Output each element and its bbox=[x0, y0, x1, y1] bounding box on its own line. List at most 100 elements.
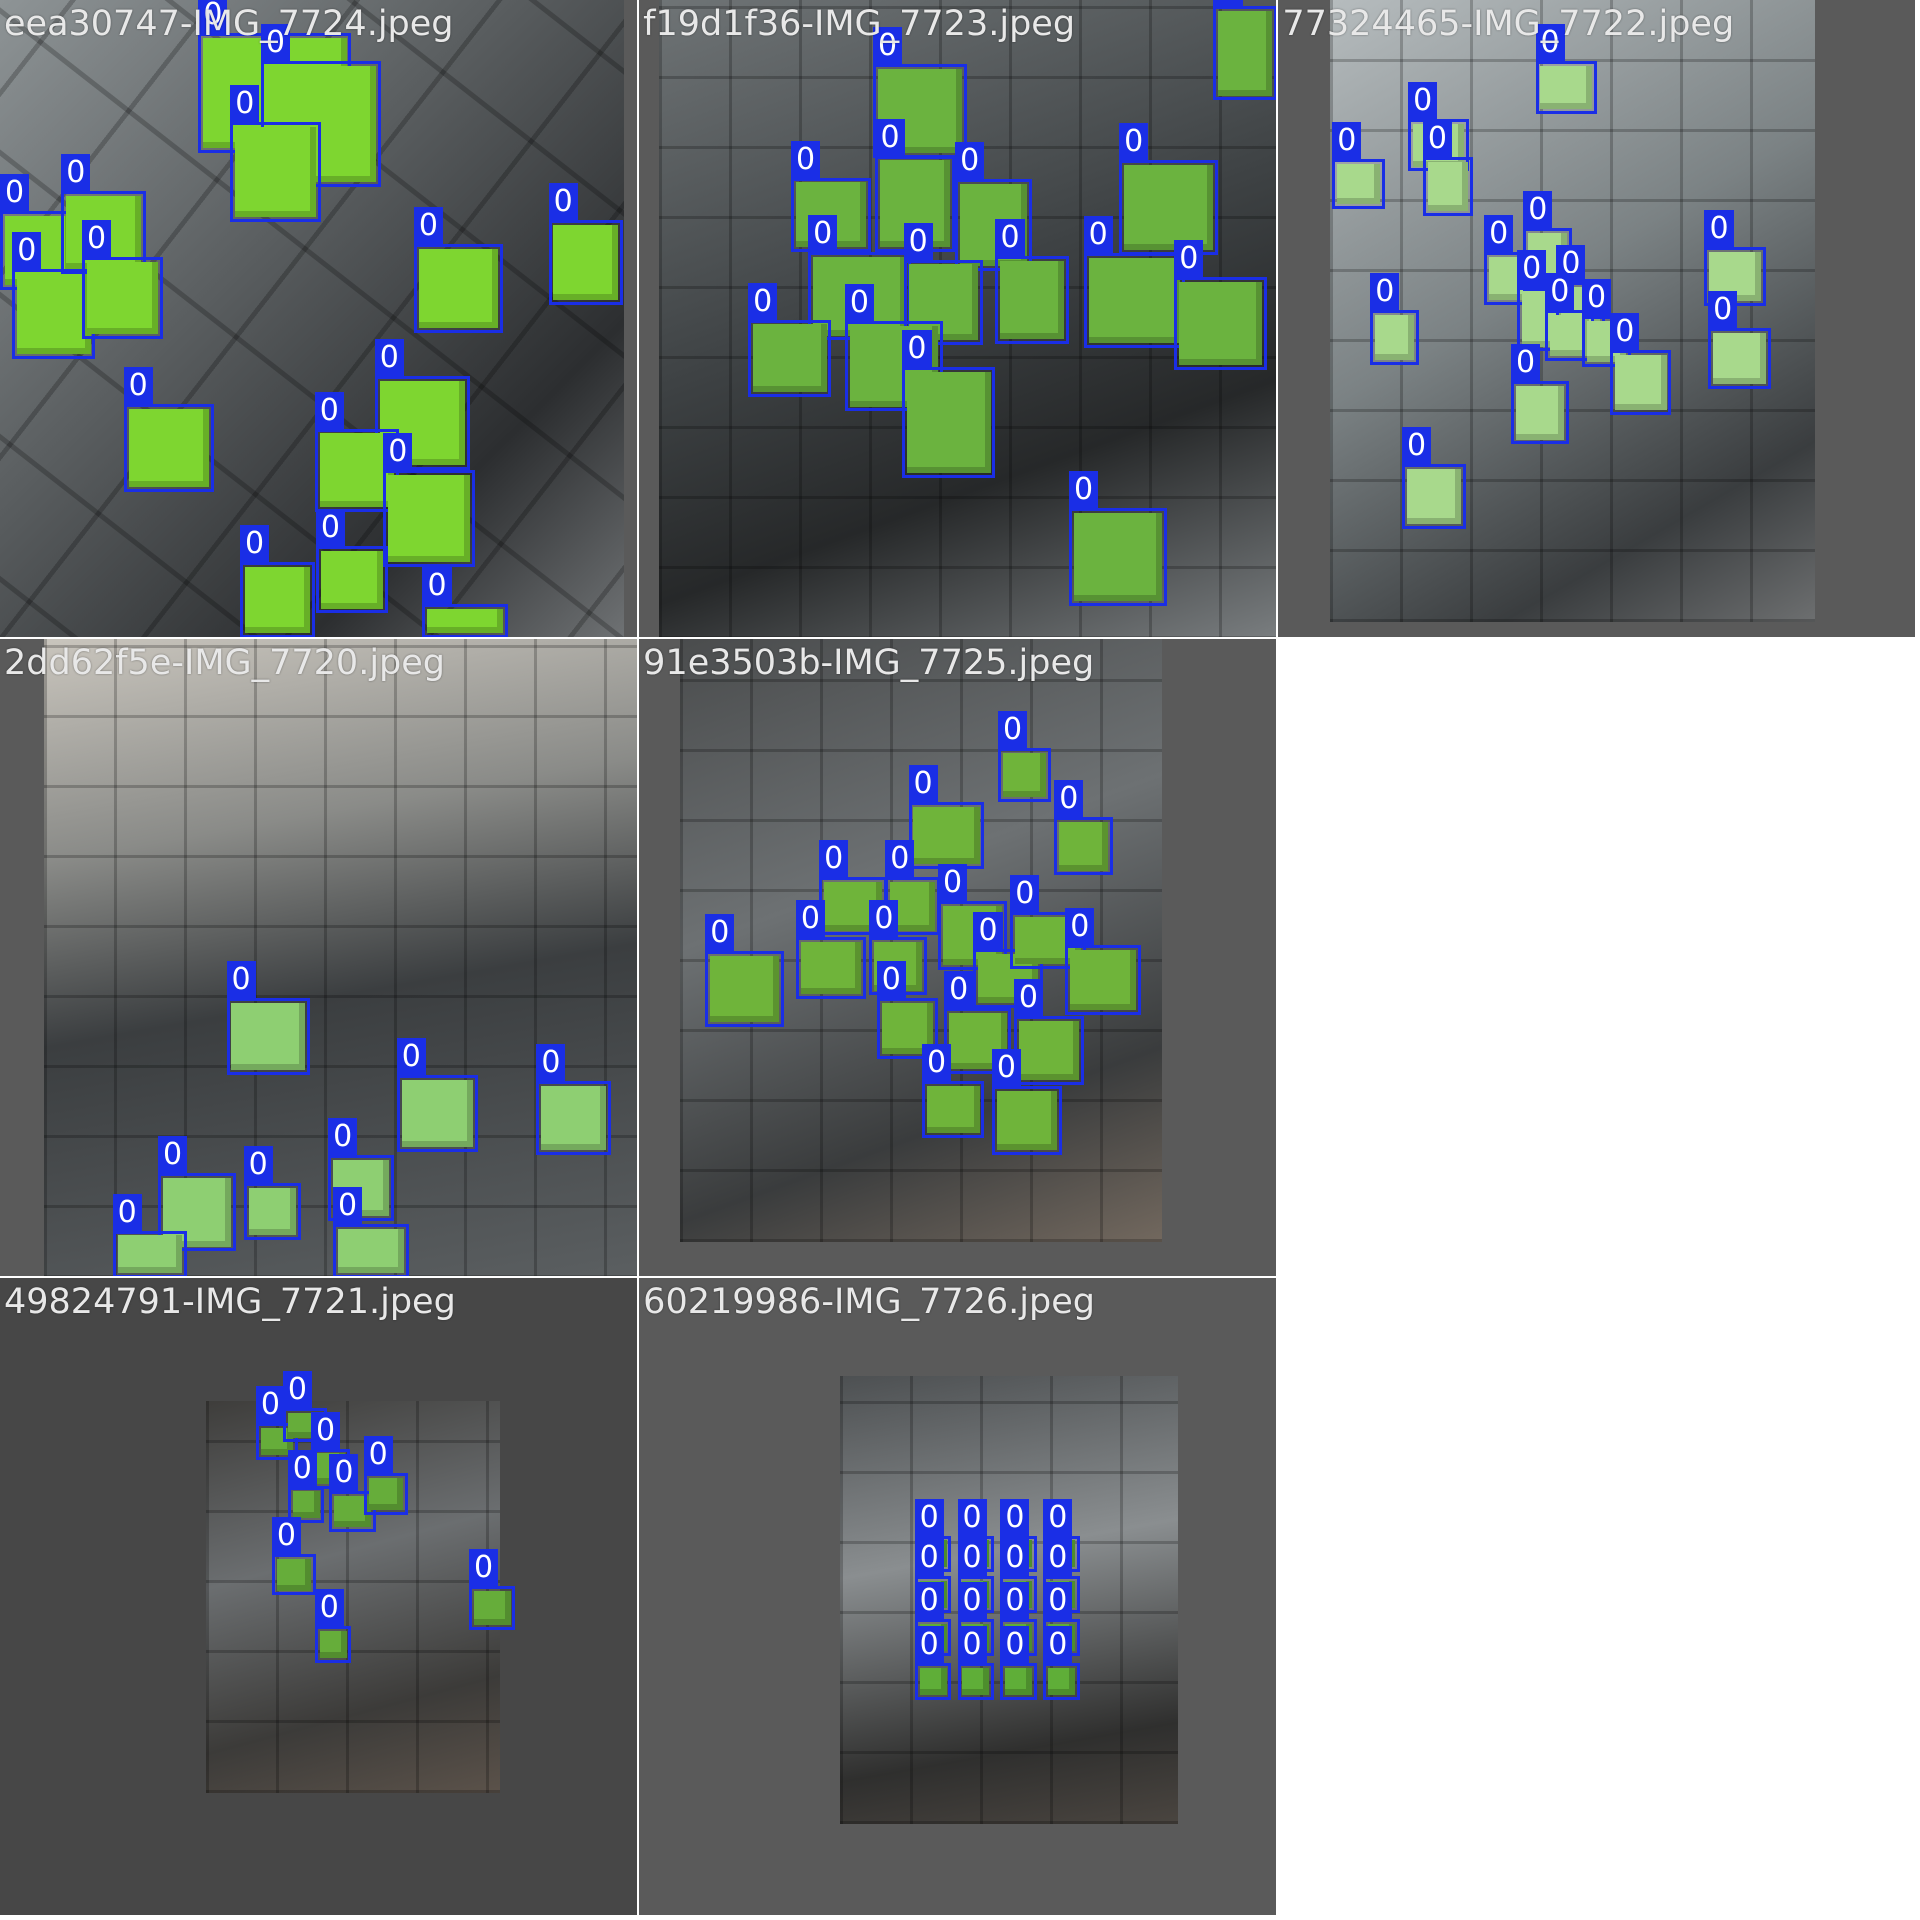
class-label: 0 bbox=[869, 899, 899, 937]
green-cube bbox=[117, 1235, 183, 1274]
class-label: 0 bbox=[957, 1498, 987, 1536]
class-label: 0 bbox=[808, 215, 838, 253]
class-label: 0 bbox=[1517, 249, 1547, 287]
class-label: 0 bbox=[413, 206, 443, 244]
detection-box: 0 bbox=[1511, 343, 1569, 445]
green-cube bbox=[1375, 314, 1415, 360]
green-cube bbox=[907, 372, 991, 473]
green-cube bbox=[128, 408, 210, 488]
class-label: 0 bbox=[260, 24, 290, 62]
class-label: 0 bbox=[875, 118, 905, 156]
class-label: 0 bbox=[844, 283, 874, 321]
image-filename: 60219986-IMG_7726.jpeg bbox=[643, 1282, 1095, 1323]
class-label: 0 bbox=[973, 911, 1003, 949]
detection-box: 0 bbox=[1043, 1581, 1080, 1656]
class-label: 0 bbox=[271, 1516, 301, 1554]
class-label: 0 bbox=[1370, 272, 1400, 310]
class-label: 0 bbox=[123, 367, 153, 405]
green-cube bbox=[1406, 468, 1461, 525]
class-label: 0 bbox=[0, 173, 30, 211]
class-label: 0 bbox=[876, 960, 906, 998]
green-cube bbox=[276, 1558, 312, 1591]
detection-box: 0 bbox=[1000, 1625, 1038, 1700]
image-tile: 0 0 0 0 0 0 0 0 0 0 0 0 0 0 0 0 0 91e3503b-IMG_7725.jpeg bbox=[639, 639, 1276, 1276]
green-cube bbox=[753, 324, 827, 392]
detection-box: 0 bbox=[315, 509, 389, 614]
green-cube bbox=[17, 274, 91, 354]
class-label: 0 bbox=[1704, 210, 1734, 248]
image-tile: 0 0 0 0 0 0 0 0 0 0 0 0 0 0 0 0 eea30747-IMG_7724.jpeg bbox=[0, 0, 637, 637]
class-label: 0 bbox=[1043, 1498, 1073, 1536]
image-filename: f19d1f36-IMG_7723.jpeg bbox=[643, 4, 1076, 44]
class-label: 0 bbox=[914, 1581, 944, 1619]
detection-box: 0 bbox=[875, 118, 956, 253]
image-tile: 0 0 0 0 0 0 0 0 0 49824791-IMG_7721.jpeg bbox=[0, 1278, 637, 1916]
class-label: 0 bbox=[873, 26, 903, 64]
class-label: 0 bbox=[374, 338, 404, 376]
class-label: 0 bbox=[1068, 471, 1099, 509]
detection-box: 0 bbox=[282, 1371, 327, 1443]
green-cube bbox=[235, 127, 316, 217]
image-filename: 77324465-IMG_7722.jpeg bbox=[1282, 4, 1735, 44]
class-label: 0 bbox=[1000, 1498, 1030, 1536]
class-label: 0 bbox=[1582, 278, 1612, 316]
detection-box: 0 bbox=[240, 525, 315, 637]
detection-box: 0 bbox=[536, 1044, 611, 1155]
detection-box: 0 bbox=[1000, 1538, 1038, 1613]
green-cube bbox=[1124, 165, 1214, 250]
class-label: 0 bbox=[957, 1538, 987, 1576]
green-cube bbox=[319, 1631, 347, 1658]
detection-box: 0 bbox=[1610, 313, 1672, 416]
image-filename: 2dd62f5e-IMG_7720.jpeg bbox=[4, 643, 446, 684]
class-label: 0 bbox=[314, 391, 344, 429]
detection-box: 0 bbox=[1043, 1625, 1080, 1700]
image-tile: 0 0 0 0 0 0 0 0 2dd62f5e-IMG_7720.jpeg bbox=[0, 639, 637, 1276]
class-label: 0 bbox=[1545, 272, 1575, 310]
green-cube bbox=[541, 1086, 607, 1150]
detection-box: 0 bbox=[333, 1187, 409, 1276]
class-label: 0 bbox=[795, 899, 825, 937]
class-label: 0 bbox=[1000, 1581, 1030, 1619]
green-cube bbox=[1713, 333, 1766, 385]
detection-box: 0 bbox=[1174, 239, 1268, 370]
detection-box: 0 bbox=[991, 1049, 1062, 1155]
green-cube bbox=[319, 433, 395, 507]
class-label: 0 bbox=[363, 1436, 393, 1474]
detection-box: 0 bbox=[997, 711, 1051, 803]
detection-box: 0 bbox=[914, 1625, 952, 1700]
detection-box: 0 bbox=[329, 1454, 376, 1532]
detection-box: 0 bbox=[955, 141, 1033, 271]
class-label: 0 bbox=[748, 282, 778, 320]
class-label: 0 bbox=[902, 330, 932, 368]
detection-box: 0 bbox=[112, 1193, 188, 1276]
detection-box: 0 bbox=[844, 283, 943, 412]
green-cube bbox=[388, 475, 471, 563]
class-label: 0 bbox=[819, 839, 849, 877]
detection-box: 0 bbox=[885, 839, 941, 936]
class-label: 0 bbox=[226, 960, 256, 998]
class-label: 0 bbox=[1000, 1625, 1030, 1663]
class-label: 0 bbox=[1332, 122, 1362, 160]
detection-box: 0 bbox=[230, 85, 321, 222]
class-label: 0 bbox=[1708, 291, 1738, 329]
class-label: 0 bbox=[311, 1411, 341, 1449]
detection-box: 0 bbox=[705, 914, 784, 1028]
class-label: 0 bbox=[230, 85, 260, 123]
class-label: 0 bbox=[1000, 1538, 1030, 1576]
class-label: 0 bbox=[61, 154, 91, 192]
image-filename: 91e3503b-IMG_7725.jpeg bbox=[643, 643, 1095, 684]
class-label: 0 bbox=[937, 864, 968, 902]
class-label: 0 bbox=[791, 140, 821, 178]
image-tile: 0 0 0 0 0 0 0 0 0 0 0 0 0 0 0 0 77324465-IMG_7722.jpeg bbox=[1278, 0, 1916, 637]
detection-box: 0 bbox=[226, 960, 310, 1076]
green-cube bbox=[1337, 164, 1380, 205]
class-label: 0 bbox=[1484, 215, 1514, 253]
class-label: 0 bbox=[282, 1371, 312, 1409]
detection-box: 0 bbox=[1535, 24, 1597, 114]
detection-box: 0 bbox=[914, 1498, 952, 1573]
class-label: 0 bbox=[1043, 1538, 1073, 1576]
detection-box: 0 bbox=[1332, 122, 1385, 210]
class-label: 0 bbox=[315, 509, 345, 547]
class-label: 0 bbox=[536, 1044, 566, 1082]
class-label: 0 bbox=[240, 525, 270, 563]
